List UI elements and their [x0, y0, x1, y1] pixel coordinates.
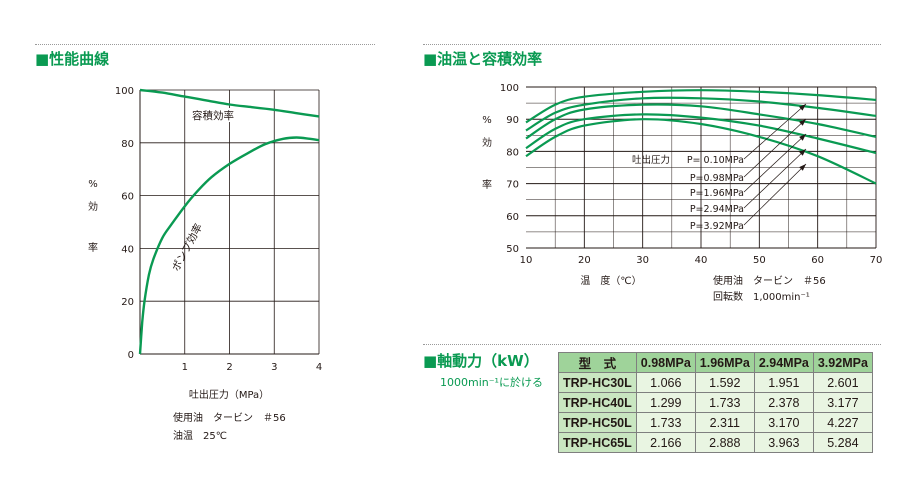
- chart-note: 回転数 1,000min⁻¹: [713, 290, 810, 303]
- y-axis-label: 率: [482, 178, 492, 191]
- series-line: [139, 88, 320, 118]
- series-label-bg: [190, 108, 242, 122]
- legend-leader-line: [743, 163, 807, 226]
- legend-label: P=1.96MPa: [690, 188, 744, 199]
- table-cell-model: TRP-HC65L: [558, 432, 637, 453]
- series-line: [525, 103, 877, 140]
- y-axis-label: %: [88, 179, 98, 190]
- series-line: [525, 89, 877, 124]
- series-line: [525, 96, 877, 132]
- table-row: TRP-HC40L 1.299 1.733 2.378 3.177: [558, 392, 873, 413]
- y-tick-label: 40: [121, 244, 134, 255]
- table-cell-value: 2.166: [635, 432, 696, 453]
- y-tick-label: 20: [121, 297, 134, 308]
- table-cell-value: 2.888: [694, 432, 755, 453]
- legend-label: P=0.98MPa: [690, 173, 744, 184]
- x-tick-label: 10: [520, 255, 533, 266]
- x-axis-label: 温 度（℃）: [580, 274, 641, 287]
- legend-leader-line: [743, 148, 807, 209]
- top-divider-right: [423, 44, 881, 45]
- series-label: 容積効率: [192, 109, 234, 122]
- y-tick-label: 90: [506, 115, 519, 126]
- legend-leader-line: [743, 133, 807, 193]
- series-line: [525, 118, 877, 185]
- legend-label: P=3.92MPa: [690, 221, 744, 232]
- y-tick-label: 80: [121, 139, 134, 150]
- table-cell-model: TRP-HC40L: [558, 392, 637, 413]
- table-cell-model: TRP-HC50L: [558, 412, 637, 433]
- table-cell-value: 3.177: [812, 392, 873, 413]
- x-tick-label: 1: [182, 362, 188, 373]
- performance-section-title: ■性能曲線: [35, 50, 110, 68]
- y-axis-label: 効: [482, 136, 492, 149]
- oil-temp-section-title: ■油温と容積効率: [423, 50, 543, 68]
- table-cell-value: 2.311: [694, 412, 755, 433]
- x-tick-label: 30: [636, 255, 649, 266]
- table-header-pressure: 1.96MPa: [694, 352, 755, 373]
- chart-note: 使用油 タービン ＃56: [173, 411, 286, 424]
- y-axis-label: 効: [88, 200, 98, 213]
- table-header-pressure: 3.92MPa: [812, 352, 873, 373]
- table-cell-value: 5.284: [812, 432, 873, 453]
- power-section-title: ■軸動力（kW）: [423, 352, 539, 370]
- chart-note: 油温 25℃: [173, 429, 227, 442]
- x-tick-label: 3: [271, 362, 277, 373]
- shaft-power-table: 型 式 0.98MPa 1.96MPa 2.94MPa 3.92MPa TRP-HC30…: [558, 352, 873, 453]
- series-label: ポンプ効率: [169, 221, 205, 273]
- legend-label: P= 0.10MPa: [687, 155, 744, 166]
- series-line: [525, 113, 877, 155]
- x-tick-label: 50: [753, 255, 766, 266]
- table-cell-value: 1.299: [635, 392, 696, 413]
- x-tick-label: 40: [695, 255, 708, 266]
- legend-leader-line: [743, 103, 807, 160]
- legend-arrow: [799, 149, 806, 156]
- x-tick-label: 2: [226, 362, 232, 373]
- x-axis-label: 吐出圧力（MPa）: [189, 388, 269, 401]
- legend-label: P=2.94MPa: [690, 204, 744, 215]
- legend-arrow: [799, 164, 806, 171]
- y-tick-label: 80: [506, 147, 519, 158]
- table-cell-value: 3.170: [753, 412, 814, 433]
- table-cell-value: 1.733: [694, 392, 755, 413]
- legend-title: 吐出圧力: [632, 154, 670, 166]
- table-cell-model: TRP-HC30L: [558, 372, 637, 393]
- table-header-model: 型 式: [558, 352, 637, 373]
- table-row: TRP-HC65L 2.166 2.888 3.963 5.284: [558, 432, 873, 453]
- top-divider-left: [35, 44, 375, 45]
- y-tick-label: 60: [121, 192, 134, 203]
- chart-note: 使用油 タービン ＃56: [713, 274, 826, 287]
- legend-arrow: [799, 134, 806, 141]
- table-cell-value: 4.227: [812, 412, 873, 433]
- table-row: TRP-HC30L 1.066 1.592 1.951 2.601: [558, 372, 873, 393]
- table-header-pressure: 2.94MPa: [753, 352, 814, 373]
- x-tick-label: 70: [870, 255, 883, 266]
- y-tick-label: 0: [128, 350, 134, 361]
- table-cell-value: 1.066: [635, 372, 696, 393]
- legend-arrow: [799, 104, 806, 111]
- y-tick-label: 70: [506, 180, 519, 191]
- y-tick-label: 100: [115, 86, 134, 97]
- series-line: [138, 136, 320, 355]
- table-header-pressure: 0.98MPa: [635, 352, 696, 373]
- table-cell-value: 2.378: [753, 392, 814, 413]
- x-tick-label: 20: [578, 255, 591, 266]
- y-tick-label: 60: [506, 212, 519, 223]
- legend-leader-line: [743, 118, 807, 178]
- y-axis-label: 率: [88, 241, 98, 254]
- x-tick-label: 60: [811, 255, 824, 266]
- y-tick-label: 100: [500, 83, 519, 94]
- table-row: TRP-HC50L 1.733 2.311 3.170 4.227: [558, 412, 873, 433]
- table-cell-value: 2.601: [812, 372, 873, 393]
- table-header-row: 型 式 0.98MPa 1.96MPa 2.94MPa 3.92MPa: [558, 352, 873, 373]
- power-section-subtitle: 1000min⁻¹に於ける: [440, 376, 543, 389]
- legend-arrow: [799, 119, 806, 126]
- mid-divider-right: [423, 344, 881, 345]
- table-cell-value: 3.963: [753, 432, 814, 453]
- y-tick-label: 50: [506, 244, 519, 255]
- x-tick-label: 4: [316, 362, 322, 373]
- y-axis-label: %: [482, 115, 492, 126]
- table-cell-value: 1.733: [635, 412, 696, 433]
- table-cell-value: 1.592: [694, 372, 755, 393]
- table-cell-value: 1.951: [753, 372, 814, 393]
